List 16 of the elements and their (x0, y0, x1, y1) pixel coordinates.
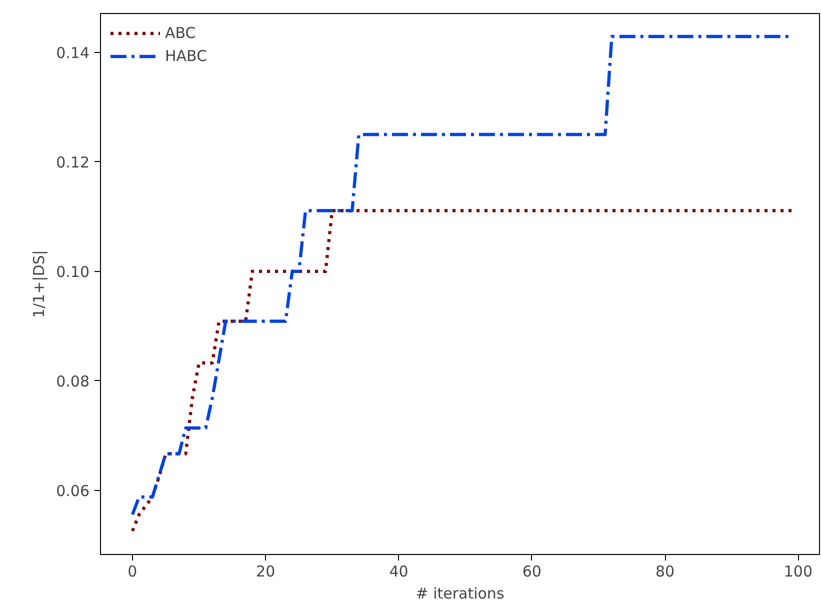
legend-label: HABC (165, 47, 208, 65)
x-tick-label: 100 (784, 562, 813, 580)
legend-label: ABC (165, 24, 196, 42)
y-tick-label: 0.10 (56, 262, 90, 281)
y-tick-label: 0.14 (56, 44, 90, 62)
x-axis-title: # iterations (416, 584, 504, 602)
y-tick-label: 0.12 (56, 153, 90, 172)
y-tick-label: 0.06 (56, 482, 90, 500)
y-tick-label: 0.08 (56, 372, 90, 390)
x-tick-label: 60 (522, 562, 542, 580)
x-tick-label: 0 (128, 562, 138, 580)
x-tick-label: 80 (656, 562, 675, 580)
x-tick-label: 20 (256, 562, 276, 580)
x-tick-label: 40 (389, 562, 408, 580)
line-series (130, 209, 794, 533)
y-axis-title: 1/1+|DS| (30, 250, 48, 318)
